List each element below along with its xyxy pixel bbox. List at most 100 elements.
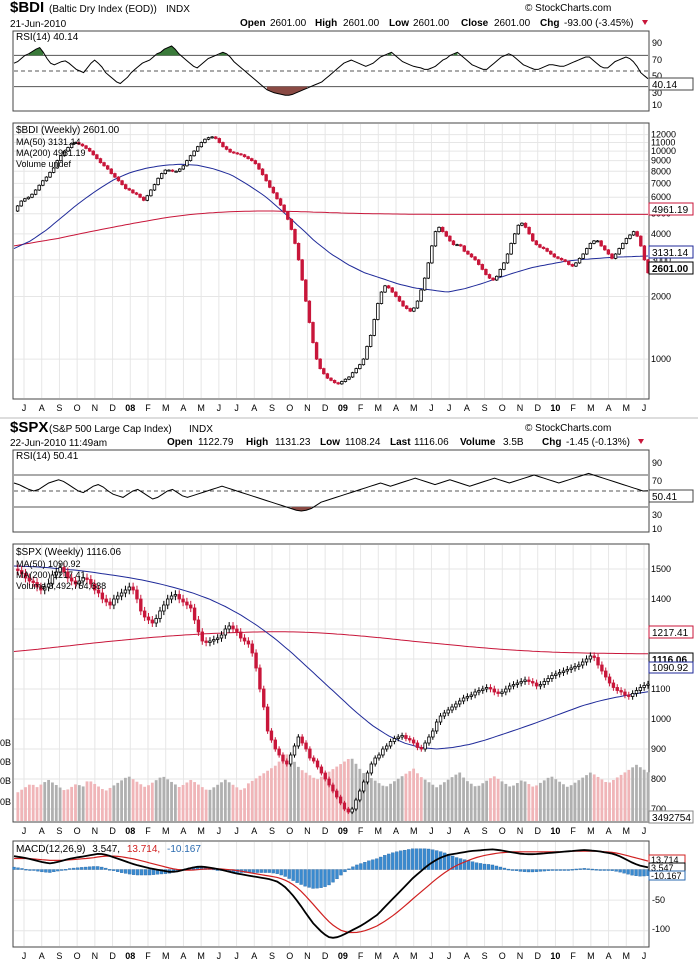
spx-ma200-tag-text: 1217.41 [652, 628, 689, 639]
macd-histogram-bar [275, 869, 279, 874]
volume-bar [246, 783, 250, 821]
month-tick-label: M [410, 403, 418, 413]
macd-tick: -100 [652, 924, 670, 934]
month-tick-label: M [375, 826, 383, 836]
candle-down [331, 784, 335, 792]
macd-histogram-bar [347, 868, 351, 870]
month-tick-label: N [92, 403, 99, 413]
candle-down [408, 738, 412, 741]
month-tick-label: A [464, 951, 470, 961]
month-tick-label: J [22, 403, 27, 413]
spx-last-tag-text: 1116.06 [652, 655, 687, 666]
rsi-line [13, 472, 649, 512]
bdi-rsi-tick: 70 [652, 55, 662, 65]
volume-bar [577, 780, 581, 821]
candle-up [119, 592, 124, 597]
spx-ma200-line [13, 631, 649, 655]
bdi-ma200-line [13, 210, 648, 247]
candle-down [127, 188, 131, 191]
candle-up [430, 245, 434, 264]
month-tick-label: D [109, 826, 116, 836]
candle-up [58, 567, 62, 573]
candle-up [66, 147, 70, 152]
candle-up [350, 808, 354, 813]
candle-down [397, 296, 402, 302]
macd-histogram-bar [622, 869, 626, 874]
spx-legend: $SPX (Weekly) 1116.06 MA(50) 1090.92 MA(… [16, 547, 121, 591]
macd-histogram-bar [283, 869, 287, 877]
macd-signal-tag-text: 13.714 [651, 855, 679, 865]
candle-down [228, 148, 232, 153]
macd-histogram-bar [131, 869, 136, 875]
spx-ma50-tag [648, 661, 694, 674]
bdi-name: (Baltic Dry Index (EOD)) [49, 4, 157, 15]
candle-up [51, 167, 56, 173]
candle-up [33, 189, 38, 195]
candle-up [446, 709, 450, 714]
candle-down [91, 150, 95, 156]
bdi-rsi-tick: 30 [652, 88, 662, 98]
volume-bar [66, 789, 70, 821]
macd-histogram-bar [566, 869, 570, 871]
candle-up [498, 268, 503, 277]
month-tick-label: F [570, 951, 576, 961]
month-tick-label: M [375, 951, 383, 961]
candle-up [46, 583, 51, 588]
ma200-line [13, 210, 648, 247]
spx-ma200-tag [648, 625, 694, 639]
macd-histogram-bar [431, 849, 435, 870]
volume-bar [419, 777, 423, 821]
candle-up [181, 165, 186, 170]
volume-bar [147, 785, 150, 821]
spx-rsi-grid [14, 474, 648, 508]
volume-bar [619, 774, 623, 821]
candle-up [296, 736, 301, 747]
bdi-ma50-legend: MA(50) 3131.14 [16, 137, 81, 147]
macd-hist-tag-text: -10.167 [651, 871, 682, 881]
candle-down [224, 146, 229, 150]
month-tick-label: S [269, 951, 275, 961]
month-tick-label: M [197, 951, 205, 961]
macd-histogram-bar [562, 869, 566, 871]
volume-bar [185, 782, 189, 821]
volume-bar [631, 767, 635, 821]
macd-histogram-bar [363, 862, 367, 870]
candle-up [69, 142, 74, 148]
month-tick-label: A [393, 951, 399, 961]
candle-down [623, 691, 627, 696]
spx-chg-value: -1.45 (-0.13%) [566, 437, 630, 448]
macd-histogram-bar [76, 867, 80, 870]
candle-down [275, 192, 279, 200]
volume-bar [608, 782, 611, 821]
candle-down [603, 245, 607, 251]
candle-up [450, 706, 454, 711]
candle-up [422, 277, 427, 291]
candle-down [408, 308, 412, 312]
macd-histogram-bar [263, 869, 267, 873]
month-tick-label: F [358, 826, 364, 836]
candle-up [511, 684, 516, 687]
bdi-candles [15, 136, 650, 385]
volume-bar [154, 780, 158, 821]
candle-down [262, 688, 266, 708]
macd-histogram-bar [64, 869, 68, 871]
month-tick-label: M [623, 403, 631, 413]
volume-bar [143, 786, 147, 821]
month-tick-label: A [39, 403, 45, 413]
candle-up [127, 586, 131, 591]
volume-bar [304, 772, 308, 821]
month-tick-label: D [534, 403, 541, 413]
candle-down [415, 742, 420, 748]
month-tick-label: S [482, 403, 488, 413]
macd-histogram-bar [311, 869, 315, 889]
bdi-low-label: Low [389, 18, 409, 29]
candle-up [520, 222, 524, 226]
volume-bar [492, 776, 496, 821]
volume-bar [162, 776, 166, 821]
candle-up [574, 262, 578, 267]
watermark-mid: © StockCharts.com [525, 423, 611, 434]
month-tick-label: A [464, 403, 470, 413]
macd-histogram-bar [522, 869, 527, 872]
macd-histogram-bar [92, 866, 96, 870]
